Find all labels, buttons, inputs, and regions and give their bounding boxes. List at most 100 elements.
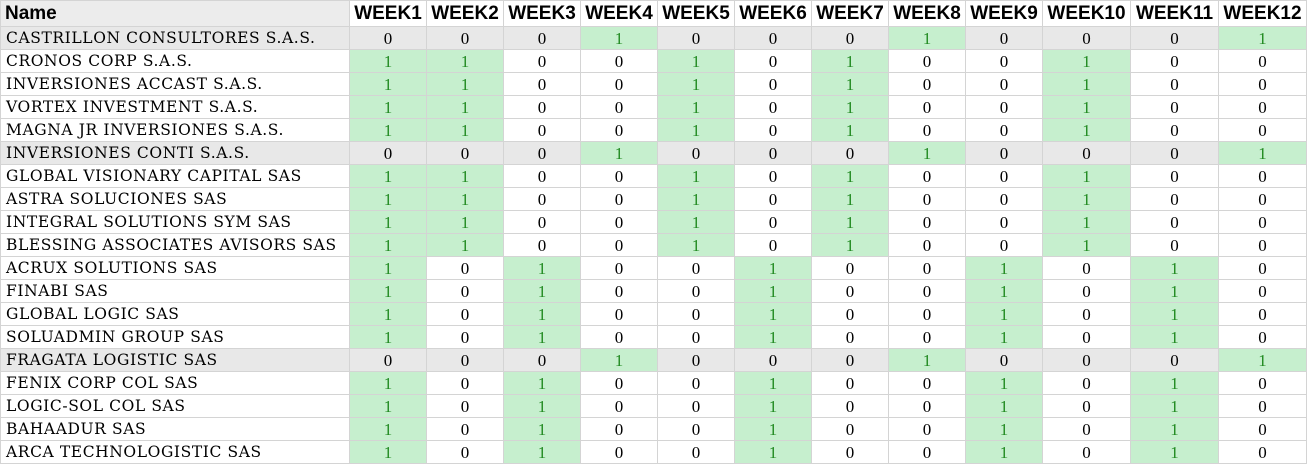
week11-cell[interactable]: 1 bbox=[1130, 371, 1219, 395]
week3-cell[interactable]: 1 bbox=[503, 371, 581, 395]
week10-cell[interactable]: 0 bbox=[1042, 440, 1131, 464]
week1-cell[interactable]: 1 bbox=[349, 394, 427, 418]
week2-cell[interactable]: 1 bbox=[426, 72, 504, 96]
week11-cell[interactable]: 0 bbox=[1130, 141, 1219, 165]
week3-cell[interactable]: 0 bbox=[503, 95, 581, 119]
week6-cell[interactable]: 1 bbox=[734, 394, 812, 418]
week1-cell[interactable]: 1 bbox=[349, 279, 427, 303]
week11-cell[interactable]: 1 bbox=[1130, 279, 1219, 303]
week1-cell[interactable]: 1 bbox=[349, 256, 427, 280]
column-header-week1[interactable]: WEEK1 bbox=[349, 0, 427, 27]
week1-cell[interactable]: 0 bbox=[349, 141, 427, 165]
week2-cell[interactable]: 1 bbox=[426, 210, 504, 234]
week5-cell[interactable]: 0 bbox=[657, 371, 735, 395]
name-cell[interactable]: MAGNA JR INVERSIONES S.A.S. bbox=[0, 118, 350, 142]
column-header-week4[interactable]: WEEK4 bbox=[580, 0, 658, 27]
week8-cell[interactable]: 0 bbox=[888, 256, 966, 280]
week7-cell[interactable]: 0 bbox=[811, 256, 889, 280]
week2-cell[interactable]: 1 bbox=[426, 95, 504, 119]
name-cell[interactable]: INVERSIONES ACCAST S.A.S. bbox=[0, 72, 350, 96]
week5-cell[interactable]: 0 bbox=[657, 256, 735, 280]
week7-cell[interactable]: 1 bbox=[811, 49, 889, 73]
week1-cell[interactable]: 1 bbox=[349, 302, 427, 326]
week5-cell[interactable]: 0 bbox=[657, 417, 735, 441]
week2-cell[interactable]: 0 bbox=[426, 325, 504, 349]
week8-cell[interactable]: 0 bbox=[888, 164, 966, 188]
week9-cell[interactable]: 1 bbox=[965, 256, 1043, 280]
week8-cell[interactable]: 0 bbox=[888, 95, 966, 119]
name-cell[interactable]: INTEGRAL SOLUTIONS SYM SAS bbox=[0, 210, 350, 234]
week4-cell[interactable]: 0 bbox=[580, 72, 658, 96]
week11-cell[interactable]: 0 bbox=[1130, 49, 1219, 73]
week3-cell[interactable]: 1 bbox=[503, 440, 581, 464]
name-cell[interactable]: SOLUADMIN GROUP SAS bbox=[0, 325, 350, 349]
week7-cell[interactable]: 0 bbox=[811, 26, 889, 50]
week11-cell[interactable]: 1 bbox=[1130, 394, 1219, 418]
week5-cell[interactable]: 1 bbox=[657, 95, 735, 119]
week8-cell[interactable]: 0 bbox=[888, 279, 966, 303]
week12-cell[interactable]: 0 bbox=[1218, 371, 1307, 395]
week8-cell[interactable]: 0 bbox=[888, 210, 966, 234]
column-header-week10[interactable]: WEEK10 bbox=[1042, 0, 1131, 27]
week6-cell[interactable]: 1 bbox=[734, 417, 812, 441]
week8-cell[interactable]: 0 bbox=[888, 325, 966, 349]
week5-cell[interactable]: 0 bbox=[657, 26, 735, 50]
column-header-name[interactable]: Name bbox=[0, 0, 350, 27]
week4-cell[interactable]: 0 bbox=[580, 95, 658, 119]
week1-cell[interactable]: 1 bbox=[349, 164, 427, 188]
week1-cell[interactable]: 1 bbox=[349, 440, 427, 464]
week6-cell[interactable]: 1 bbox=[734, 440, 812, 464]
week10-cell[interactable]: 0 bbox=[1042, 394, 1131, 418]
week5-cell[interactable]: 0 bbox=[657, 325, 735, 349]
name-cell[interactable]: ASTRA SOLUCIONES SAS bbox=[0, 187, 350, 211]
week12-cell[interactable]: 0 bbox=[1218, 95, 1307, 119]
column-header-week7[interactable]: WEEK7 bbox=[811, 0, 889, 27]
week1-cell[interactable]: 1 bbox=[349, 371, 427, 395]
week10-cell[interactable]: 1 bbox=[1042, 49, 1131, 73]
week12-cell[interactable]: 0 bbox=[1218, 187, 1307, 211]
week3-cell[interactable]: 0 bbox=[503, 210, 581, 234]
week6-cell[interactable]: 1 bbox=[734, 279, 812, 303]
week6-cell[interactable]: 0 bbox=[734, 348, 812, 372]
week10-cell[interactable]: 1 bbox=[1042, 95, 1131, 119]
week2-cell[interactable]: 0 bbox=[426, 417, 504, 441]
week5-cell[interactable]: 1 bbox=[657, 72, 735, 96]
week5-cell[interactable]: 0 bbox=[657, 394, 735, 418]
column-header-week3[interactable]: WEEK3 bbox=[503, 0, 581, 27]
week5-cell[interactable]: 0 bbox=[657, 302, 735, 326]
week6-cell[interactable]: 0 bbox=[734, 118, 812, 142]
name-cell[interactable]: BLESSING ASSOCIATES AVISORS SAS bbox=[0, 233, 350, 257]
name-cell[interactable]: CASTRILLON CONSULTORES S.A.S. bbox=[0, 26, 350, 50]
week5-cell[interactable]: 1 bbox=[657, 118, 735, 142]
week5-cell[interactable]: 0 bbox=[657, 279, 735, 303]
week2-cell[interactable]: 0 bbox=[426, 26, 504, 50]
week9-cell[interactable]: 1 bbox=[965, 417, 1043, 441]
week4-cell[interactable]: 1 bbox=[580, 26, 658, 50]
week6-cell[interactable]: 0 bbox=[734, 72, 812, 96]
week10-cell[interactable]: 0 bbox=[1042, 348, 1131, 372]
week11-cell[interactable]: 0 bbox=[1130, 187, 1219, 211]
week4-cell[interactable]: 0 bbox=[580, 371, 658, 395]
week9-cell[interactable]: 0 bbox=[965, 164, 1043, 188]
week8-cell[interactable]: 1 bbox=[888, 141, 966, 165]
week5-cell[interactable]: 0 bbox=[657, 440, 735, 464]
column-header-week8[interactable]: WEEK8 bbox=[888, 0, 966, 27]
week10-cell[interactable]: 0 bbox=[1042, 417, 1131, 441]
week9-cell[interactable]: 0 bbox=[965, 210, 1043, 234]
week1-cell[interactable]: 1 bbox=[349, 49, 427, 73]
week2-cell[interactable]: 0 bbox=[426, 371, 504, 395]
week5-cell[interactable]: 1 bbox=[657, 210, 735, 234]
week7-cell[interactable]: 0 bbox=[811, 302, 889, 326]
week5-cell[interactable]: 1 bbox=[657, 187, 735, 211]
week8-cell[interactable]: 0 bbox=[888, 118, 966, 142]
week7-cell[interactable]: 0 bbox=[811, 371, 889, 395]
week8-cell[interactable]: 0 bbox=[888, 302, 966, 326]
week2-cell[interactable]: 0 bbox=[426, 348, 504, 372]
week9-cell[interactable]: 0 bbox=[965, 49, 1043, 73]
week2-cell[interactable]: 0 bbox=[426, 394, 504, 418]
week4-cell[interactable]: 0 bbox=[580, 417, 658, 441]
week11-cell[interactable]: 1 bbox=[1130, 256, 1219, 280]
week12-cell[interactable]: 0 bbox=[1218, 118, 1307, 142]
week12-cell[interactable]: 1 bbox=[1218, 141, 1307, 165]
week8-cell[interactable]: 1 bbox=[888, 348, 966, 372]
